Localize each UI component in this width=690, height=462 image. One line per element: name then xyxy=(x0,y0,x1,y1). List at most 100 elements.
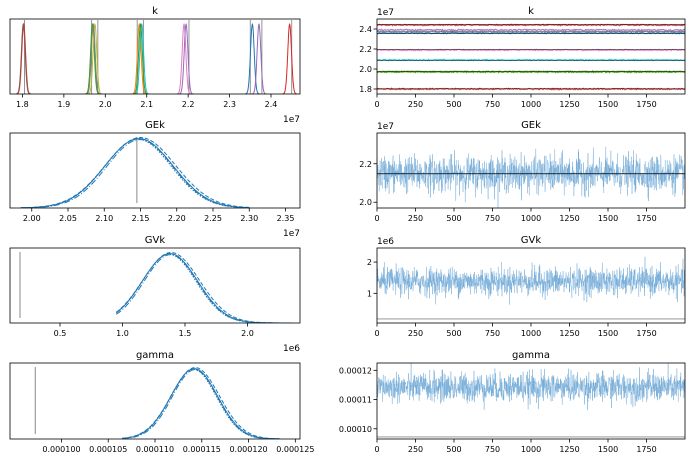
x-tick-label: 1500 xyxy=(598,100,618,109)
x-tick-label: 750 xyxy=(485,445,500,454)
x-tick-label: 0 xyxy=(374,214,379,223)
density-curve xyxy=(122,367,280,439)
x-tick-label: 2.0 xyxy=(241,329,254,338)
density-curve xyxy=(122,369,280,439)
x-tick-label: 0.000125 xyxy=(276,445,314,454)
axes-frame xyxy=(9,132,301,209)
panel-title: k xyxy=(528,6,534,17)
plot-area xyxy=(377,146,685,208)
x-tick-label: 1.5 xyxy=(179,329,192,338)
plot-area xyxy=(19,252,292,323)
y-tick-label: 2.2 xyxy=(359,160,372,169)
trace-line xyxy=(377,28,685,32)
plot-area xyxy=(377,256,685,320)
axes-frame xyxy=(9,247,301,324)
density-curve xyxy=(16,22,32,94)
x-tick-label: 1750 xyxy=(636,100,656,109)
x-tick-label: 1500 xyxy=(598,329,618,338)
panel-gvk-trace: GVk 0 250 500 750 1000 1250 1500 1750 1 2 1e6 xyxy=(367,235,686,338)
plot-area xyxy=(377,23,685,91)
x-tick-label: 0.000105 xyxy=(89,445,127,454)
density-curve xyxy=(244,22,260,94)
density-curve xyxy=(282,22,298,94)
panel-title: k xyxy=(152,6,158,17)
density-curve xyxy=(85,22,100,94)
offset-label: 1e7 xyxy=(283,229,300,239)
x-tick-label: 250 xyxy=(408,100,423,109)
trace-line xyxy=(377,256,685,305)
x-tick-label: 1.8 xyxy=(16,100,29,109)
panel-title: GVk xyxy=(521,235,542,246)
x-tick-label: 2.00 xyxy=(23,214,41,223)
plot-area xyxy=(34,367,280,439)
y-tick-label: 2 xyxy=(367,258,372,267)
x-tick-label: 0 xyxy=(374,445,379,454)
axes-frame xyxy=(376,362,686,440)
x-tick-label: 500 xyxy=(446,329,461,338)
x-tick-label: 1750 xyxy=(636,445,656,454)
panel-gvk-density: GVk 0.5 1.0 1.5 2.0 1e6 xyxy=(9,235,301,354)
x-tick-label: 500 xyxy=(446,214,461,223)
x-tick-label: 1500 xyxy=(598,214,618,223)
panel-k-density: k 1.8 1.9 2.0 2.1 2.2 2.3 2.4 1e7 xyxy=(9,6,301,125)
y-tick-label: 2.4 xyxy=(359,25,372,34)
density-curve xyxy=(85,22,101,94)
x-tick-label: 2.2 xyxy=(182,100,195,109)
panel-title: gamma xyxy=(136,350,174,361)
x-tick-label: 1250 xyxy=(559,214,579,223)
density-curve xyxy=(87,22,103,94)
trace-line xyxy=(377,146,685,208)
x-tick-label: 250 xyxy=(408,329,423,338)
x-tick-label: 2.25 xyxy=(204,214,222,223)
plot-area xyxy=(15,20,298,94)
y-tick-label: 2.0 xyxy=(359,198,372,207)
x-tick-label: 0 xyxy=(374,100,379,109)
density-curve xyxy=(115,252,292,323)
density-curve xyxy=(20,138,250,208)
density-curve xyxy=(20,138,250,208)
x-tick-label: 1000 xyxy=(521,329,541,338)
offset-label: 1e7 xyxy=(283,115,300,125)
x-tick-label: 0.5 xyxy=(54,329,67,338)
x-tick-label: 0.000110 xyxy=(136,445,174,454)
x-tick-label: 0.000100 xyxy=(42,445,80,454)
x-tick-label: 1.0 xyxy=(116,329,129,338)
x-tick-label: 750 xyxy=(485,214,500,223)
panel-gamma-density: gamma 0.000100 0.000105 0.000110 0.000115 0.0… xyxy=(9,350,314,454)
density-curve xyxy=(20,139,250,208)
x-tick-label: 500 xyxy=(446,445,461,454)
x-tick-label: 1250 xyxy=(559,329,579,338)
density-curve xyxy=(122,368,280,439)
x-tick-label: 0.000115 xyxy=(183,445,221,454)
x-tick-label: 1000 xyxy=(521,100,541,109)
density-curve xyxy=(122,368,280,439)
y-tick-label: 2.2 xyxy=(359,45,372,54)
axes-frame xyxy=(376,18,686,95)
y-tick-label: 0.00012 xyxy=(339,366,372,375)
x-tick-label: 2.1 xyxy=(140,100,153,109)
x-tick-label: 2.20 xyxy=(168,214,186,223)
offset-label: 1e7 xyxy=(377,8,394,18)
x-tick-label: 2.30 xyxy=(240,214,258,223)
density-curve xyxy=(133,22,148,94)
panel-gamma-trace: gamma 0 250 500 750 1000 1250 1500 1750 0.00010 0.… xyxy=(339,350,686,454)
y-tick-label: 1.8 xyxy=(359,85,372,94)
axes-frame xyxy=(376,132,686,209)
x-tick-label: 1000 xyxy=(521,214,541,223)
trace-line xyxy=(377,23,685,27)
trace-line xyxy=(377,31,685,35)
density-curve xyxy=(115,253,292,323)
panel-title: GEk xyxy=(145,120,165,131)
plot-area xyxy=(20,136,250,208)
trace-line xyxy=(377,363,685,411)
x-tick-label: 750 xyxy=(485,100,500,109)
x-tick-label: 1750 xyxy=(636,329,656,338)
x-tick-label: 2.0 xyxy=(99,100,112,109)
density-curve xyxy=(178,22,194,94)
density-curve xyxy=(251,22,267,94)
x-tick-label: 1000 xyxy=(521,445,541,454)
x-tick-label: 500 xyxy=(446,100,461,109)
panel-k-trace: k 0 250 500 750 1000 1250 1500 1750 1.8 2.0 2.2 2.4 1… xyxy=(359,6,686,109)
offset-label: 1e7 xyxy=(377,122,394,132)
x-tick-label: 0 xyxy=(374,329,379,338)
